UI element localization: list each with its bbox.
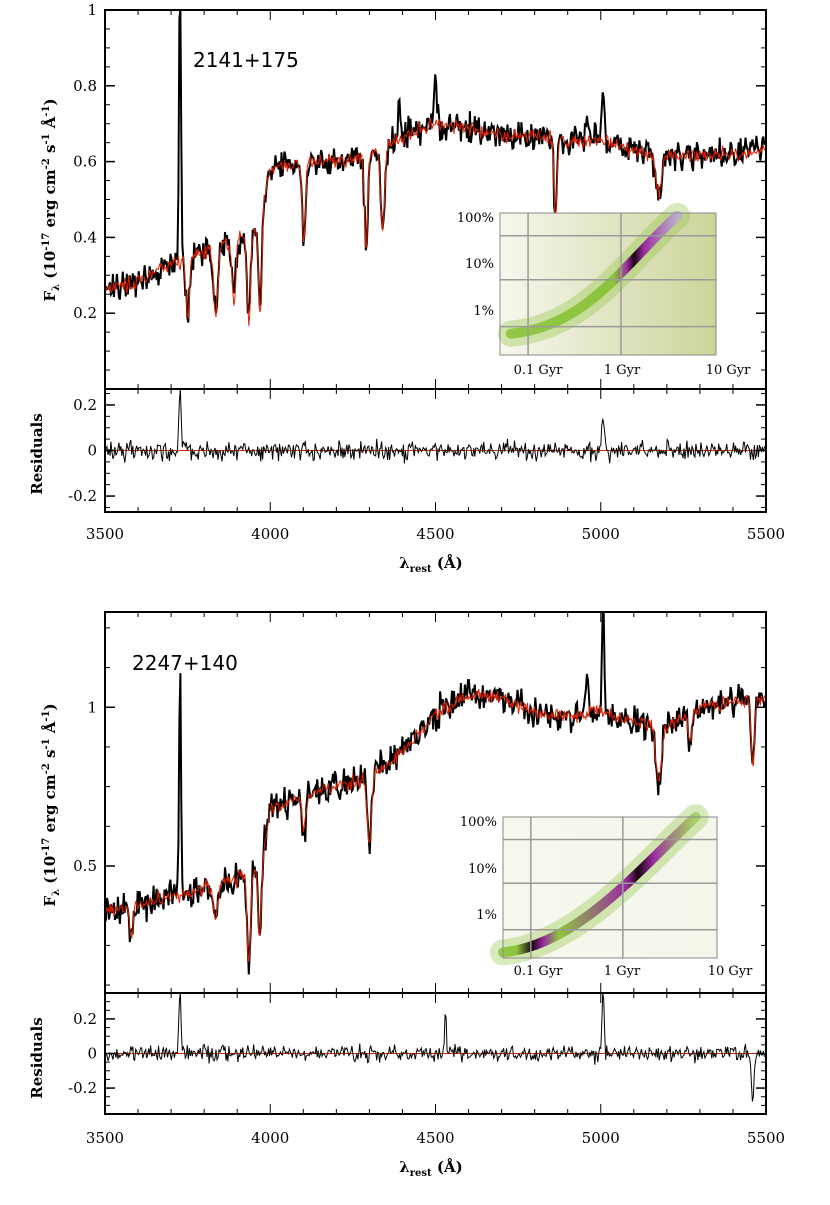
model-spectrum-line (104, 118, 766, 326)
x-tick-label: 4500 (416, 525, 454, 543)
observed-spectrum-line (104, 611, 767, 975)
y-tick-label: 0.2 (73, 1010, 97, 1028)
x-tick-label: 4000 (251, 525, 289, 543)
flux-axis-title: Fλ (10-17 erg cm-2 s-1 Å-1) (41, 98, 62, 301)
x-tick-label: 5000 (582, 1129, 620, 1147)
y-tick-label: 0.8 (73, 77, 97, 95)
y-tick-label: -0.2 (68, 1079, 97, 1097)
y-tick-label: 0.4 (73, 228, 97, 246)
inset-xtick-label: 10 Gyr (708, 964, 753, 979)
residuals-axis-title: Residuals (28, 1017, 46, 1098)
wavelength-axis-title: λrest (Å) (399, 1158, 463, 1179)
panel-2247-140: 2247+140 0.5 1 -0.2 0 0.2 3500 4000 4500 5000 55… (28, 611, 785, 1179)
residuals-line (104, 992, 766, 1102)
residuals-axis-title: Residuals (28, 413, 46, 494)
inset-ytick-label: 10% (465, 257, 494, 272)
wavelength-axis-title: λrest (Å) (399, 554, 463, 575)
x-tick-label: 5000 (582, 525, 620, 543)
object-label: 2141+175 (193, 48, 299, 72)
y-tick-label: 0.2 (73, 304, 97, 322)
inset-frame (499, 212, 717, 356)
inset-xtick-label: 10 Gyr (706, 363, 751, 378)
inset-background (503, 817, 717, 958)
y-tick-label: 0 (87, 1045, 97, 1063)
residuals-plot: -0.2 0 0.2 3500 4000 4500 5000 5500 (68, 992, 785, 1147)
inset-xtick-label: 0.1 Gyr (514, 964, 564, 979)
x-tick-label: 4000 (251, 1129, 289, 1147)
inset-ytick-label: 100% (460, 815, 497, 830)
inset-ytick-label: 1% (476, 908, 497, 923)
panel-2141-175: 2141+175 0.2 0.4 0.6 0.8 1 -0.2 0 0.2 3500 4000 4… (28, 1, 785, 575)
model-spectrum-line (104, 689, 766, 963)
x-tick-label: 3500 (86, 525, 124, 543)
sfh-inset: 0.1 Gyr 1 Gyr 10 Gyr 100% 10% 1% (460, 804, 753, 979)
y-tick-label: 0 (87, 442, 97, 460)
x-tick-label: 3500 (86, 1129, 124, 1147)
y-tick-label: -0.2 (68, 487, 97, 505)
object-label: 2247+140 (132, 651, 238, 675)
x-tick-label: 4500 (416, 1129, 454, 1147)
y-tick-label: 1 (87, 698, 97, 716)
inset-xtick-label: 0.1 Gyr (514, 363, 564, 378)
ridge-band (505, 210, 683, 339)
sfh-inset: 0.1 Gyr 1 Gyr 10 Gyr 100% 10% 1% (457, 202, 751, 378)
inset-xtick-label: 1 Gyr (604, 363, 641, 378)
residuals-line (104, 388, 766, 464)
inset-ytick-label: 10% (468, 862, 497, 877)
y-tick-label: 0.6 (73, 153, 97, 171)
flux-axis-title: Fλ (10-17 erg cm-2 s-1 Å-1) (41, 703, 62, 906)
y-tick-label: 0.2 (73, 396, 97, 414)
x-tick-label: 5500 (747, 525, 785, 543)
inset-frame (502, 816, 718, 959)
inset-ytick-label: 100% (457, 211, 494, 226)
y-tick-label: 1 (87, 1, 97, 19)
inset-xtick-label: 1 Gyr (604, 964, 641, 979)
y-tick-label: 0.5 (73, 857, 97, 875)
x-tick-label: 5500 (747, 1129, 785, 1147)
residuals-plot: -0.2 0 0.2 3500 4000 4500 5000 5500 (68, 388, 785, 543)
inset-ytick-label: 1% (473, 304, 494, 319)
